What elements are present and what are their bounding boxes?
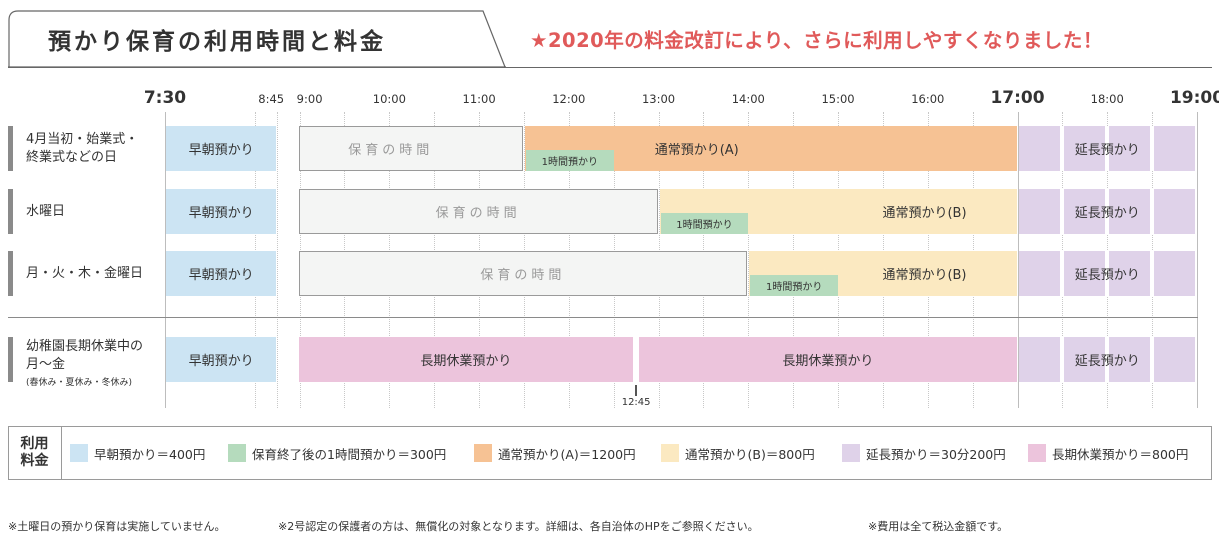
time-tick-label: 15:00: [821, 92, 855, 106]
row-label-line: 水曜日: [26, 203, 66, 219]
legend-item-extended: 延長預かり＝30分200円: [842, 444, 1006, 462]
row-label-sub: (春休み・夏休み・冬休み): [26, 377, 133, 388]
row-label-line: 幼稚園長期休業中の: [26, 338, 144, 354]
time-tick-label: 19:00: [1169, 88, 1219, 108]
segment-extended: 延長預かり: [1018, 189, 1196, 234]
gridline: [277, 112, 279, 408]
legend-item-normal-a: 通常預かり(A)＝1200円: [474, 444, 636, 462]
row-label: 4月当初・始業式・ 終業式などの日: [26, 131, 138, 167]
one-hour-badge: 1時間預かり: [525, 150, 614, 171]
row-marker: [8, 251, 13, 296]
legend-label: 通常預かり(A)＝1200円: [498, 446, 636, 462]
row-label-line: 4月当初・始業式・: [26, 131, 139, 147]
legend-swatch: [661, 444, 679, 462]
time-tick-label: 10:00: [372, 92, 406, 106]
segment-care: 保育の時間: [298, 251, 748, 296]
time-tick-label: 11:00: [462, 92, 496, 106]
segment-extended: 延長預かり: [1018, 251, 1196, 296]
row-marker: [8, 337, 13, 382]
time-tick-label: 7:30: [143, 88, 187, 108]
time-tick-label: 14:00: [731, 92, 765, 106]
time-marker-line: [635, 385, 638, 396]
segment-extended: 延長預かり: [1018, 126, 1196, 171]
segment-long-break: 長期休業預かり: [298, 337, 634, 382]
time-tick-label: 17:00: [990, 88, 1045, 108]
segment-extended: 延長預かり: [1018, 337, 1196, 382]
legend-heading: 利用 料金: [8, 426, 62, 480]
row-label: 幼稚園長期休業中の 月〜金 (春休み・夏休み・冬休み): [26, 338, 143, 392]
time-tick-label: 12:00: [552, 92, 586, 106]
page-title: 預かり保育の利用時間と料金: [48, 29, 386, 55]
legend-label: 早朝預かり＝400円: [94, 446, 206, 462]
row-marker: [8, 126, 13, 171]
segment-long-break: 長期休業預かり: [639, 337, 1017, 382]
time-tick-label: 9:00: [296, 92, 323, 106]
time-marker-label: 12:45: [621, 397, 651, 408]
legend-label: 保育終了後の1時間預かり＝300円: [252, 446, 447, 462]
one-hour-badge: 1時間預かり: [660, 213, 749, 234]
row-label-line: 月〜金: [26, 356, 66, 372]
time-tick-label: 13:00: [641, 92, 676, 106]
segment-early: 早朝預かり: [166, 337, 277, 382]
segment-care: 保育の時間: [298, 126, 523, 171]
segment-early: 早朝預かり: [166, 126, 277, 171]
row-divider: [8, 317, 1198, 318]
row-label-line: 月・火・木・金曜日: [26, 265, 144, 281]
legend-label: 延長預かり＝30分200円: [866, 446, 1006, 462]
row-label-line: 終業式などの日: [26, 149, 118, 165]
footnote-saturday: ※土曜日の預かり保育は実施していません。: [8, 520, 226, 533]
price-revision-notice: ★2020年の料金改訂により、さらに利用しやすくなりました！: [530, 29, 1103, 52]
legend-label: 長期休業預かり＝800円: [1052, 446, 1189, 462]
fee-legend: [8, 426, 1212, 480]
one-hour-badge: 1時間預かり: [750, 275, 839, 296]
legend-swatch: [842, 444, 860, 462]
legend-item-long-break: 長期休業預かり＝800円: [1028, 444, 1188, 462]
segment-early: 早朝預かり: [166, 251, 277, 296]
time-tick-label: 8:45: [258, 92, 285, 106]
row-marker: [8, 189, 13, 234]
legend-item-normal-b: 通常預かり(B)＝800円: [661, 444, 815, 462]
segment-early: 早朝預かり: [166, 189, 277, 234]
time-tick-label: 16:00: [911, 92, 945, 106]
footnote-certification: ※2号認定の保護者の方は、無償化の対象となります。詳細は、各自治体のHPをご参照…: [278, 520, 759, 533]
row-label: 水曜日: [26, 203, 65, 221]
gridline: [165, 112, 166, 408]
time-tick-label: 18:00: [1090, 92, 1124, 106]
legend-swatch: [1028, 444, 1046, 462]
legend-swatch: [70, 444, 88, 462]
row-label: 月・火・木・金曜日: [26, 265, 143, 283]
legend-heading-line-1: 利用: [20, 436, 49, 452]
legend-item-early: 早朝預かり＝400円: [70, 444, 205, 462]
segment-care: 保育の時間: [298, 189, 658, 234]
gridline: [748, 112, 750, 408]
gridline: [1017, 112, 1019, 408]
gridline: [1197, 112, 1198, 408]
legend-swatch: [474, 444, 492, 462]
legend-label: 通常預かり(B)＝800円: [685, 446, 815, 462]
footnote-tax: ※費用は全て税込金額です。: [868, 520, 1009, 533]
title-underline: [8, 67, 1212, 68]
legend-item-one-hour: 保育終了後の1時間預かり＝300円: [228, 444, 446, 462]
legend-heading-line-2: 料金: [20, 453, 49, 469]
legend-swatch: [228, 444, 246, 462]
